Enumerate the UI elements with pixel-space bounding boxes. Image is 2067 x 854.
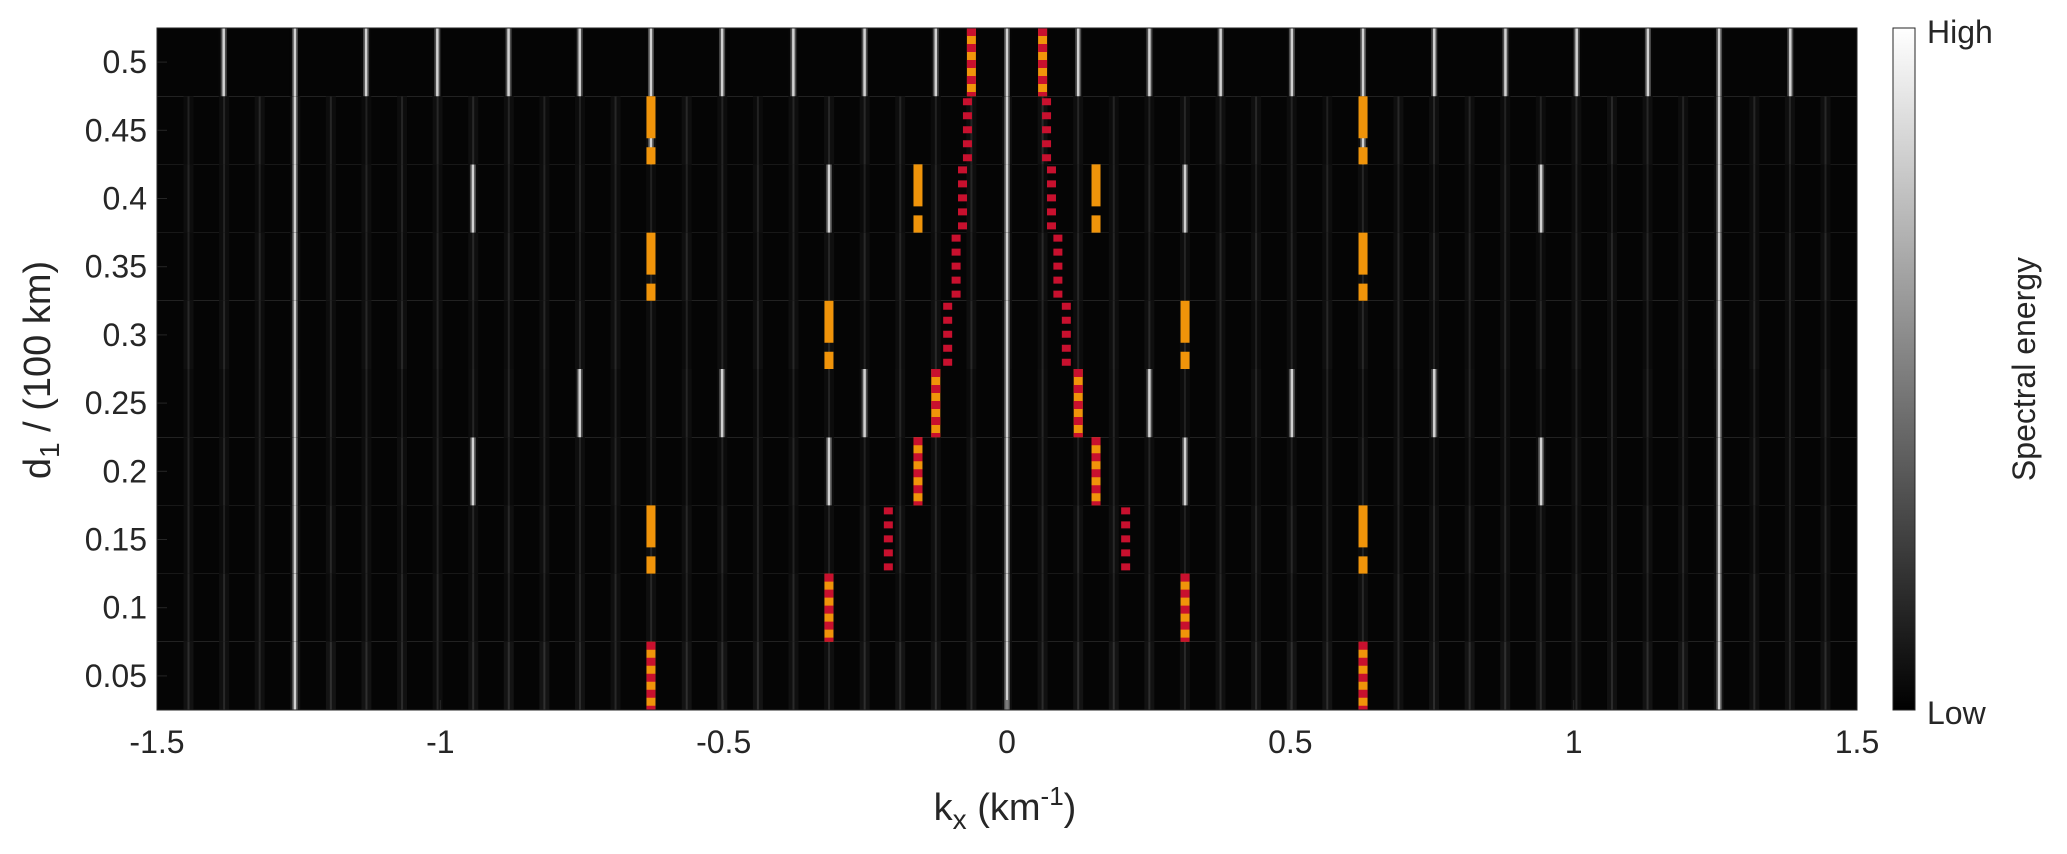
y-tick-label: 0.25 [85, 385, 147, 421]
overlay-markers [646, 28, 1368, 710]
x-tick-label: 1 [1565, 724, 1583, 760]
y-axis-label: d1 / (100 km) [17, 261, 65, 479]
y-axis-label-main: d [17, 458, 59, 479]
y-tick-label: 0.2 [103, 453, 147, 489]
x-axis-label-unit-sup: -1 [1041, 781, 1064, 811]
y-tick-label: 0.05 [85, 658, 147, 694]
y-axis-label-sub: 1 [34, 442, 65, 458]
y-tick-label: 0.5 [103, 44, 147, 80]
x-axis-label-unit-post: ) [1064, 787, 1077, 829]
x-axis-label-unit-pre: (km [967, 787, 1041, 829]
colorbar: High Low Spectral energy [1892, 14, 2042, 731]
x-tick-label: -0.5 [696, 724, 751, 760]
heatmap-row [157, 96, 1857, 165]
y-tick-label: 0.1 [103, 590, 147, 626]
x-tick-label: -1.5 [129, 724, 184, 760]
x-axis-label: kx (km-1) [934, 781, 1077, 835]
y-axis-ticks: 0.05 0.1 0.15 0.2 0.25 0.3 0.35 0.4 0.45 0.5 [85, 44, 167, 694]
heatmap-row [157, 505, 1857, 574]
y-tick-label: 0.4 [103, 181, 147, 217]
heatmap-row [157, 437, 1857, 506]
heatmap-row [157, 164, 1857, 233]
heatmap-row [157, 369, 1857, 438]
heatmap-row [157, 300, 1857, 369]
heatmap-row [157, 28, 1857, 97]
heatmap-row [157, 232, 1857, 301]
colorbar-low-label: Low [1927, 695, 1987, 731]
y-tick-label: 0.45 [85, 112, 147, 148]
y-tick-label: 0.15 [85, 522, 147, 558]
x-axis-label-main: k [934, 787, 954, 829]
x-tick-label: 0.5 [1268, 724, 1312, 760]
y-tick-label: 0.3 [103, 317, 147, 353]
y-tick-label: 0.35 [85, 249, 147, 285]
heatmap-rows [157, 28, 1857, 710]
x-axis-label-sub: x [953, 804, 967, 835]
heatmap-row [157, 641, 1857, 710]
x-axis-ticks: -1.5 -1 -0.5 0 0.5 1 1.5 [129, 700, 1879, 760]
x-tick-label: -1 [426, 724, 454, 760]
x-tick-label: 1.5 [1835, 724, 1879, 760]
y-axis-label-rest: / (100 km) [17, 261, 59, 443]
colorbar-title: Spectral energy [2006, 257, 2042, 481]
colorbar-gradient [1892, 27, 1916, 711]
heatmap-row [157, 573, 1857, 642]
x-tick-label: 0 [998, 724, 1016, 760]
colorbar-high-label: High [1927, 14, 1993, 50]
